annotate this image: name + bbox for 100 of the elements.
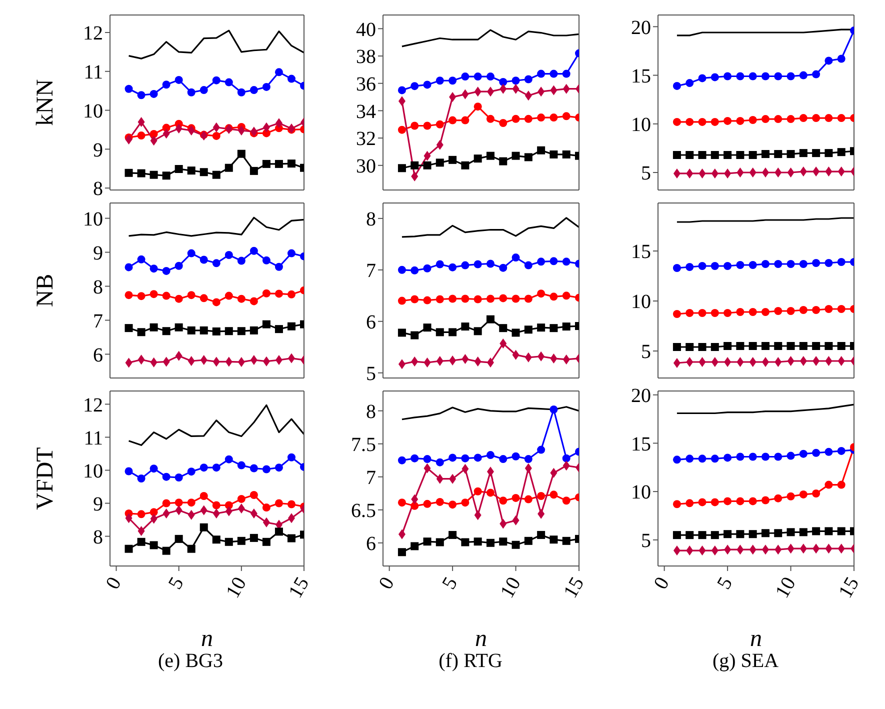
- point: [524, 455, 532, 464]
- y-tick-label: 10: [631, 291, 651, 314]
- point: [562, 460, 570, 471]
- point: [150, 264, 158, 273]
- point: [138, 116, 145, 127]
- point: [499, 324, 508, 332]
- x-tick-label: 15: [559, 574, 589, 602]
- point: [838, 166, 845, 177]
- point: [786, 528, 795, 536]
- point: [461, 116, 470, 124]
- point: [250, 354, 258, 365]
- x-tick-label: 10: [496, 574, 526, 602]
- point: [188, 510, 195, 520]
- point: [762, 168, 769, 178]
- point: [562, 454, 570, 462]
- point: [562, 354, 570, 364]
- point: [423, 500, 432, 508]
- text: (f) RTG: [438, 650, 502, 673]
- point: [274, 160, 283, 168]
- point: [774, 260, 782, 268]
- point: [250, 326, 258, 334]
- point: [162, 546, 170, 555]
- point: [174, 498, 183, 507]
- point: [410, 122, 419, 130]
- point: [761, 150, 770, 158]
- point: [461, 72, 470, 81]
- point: [812, 544, 820, 554]
- point: [799, 342, 808, 350]
- y-tick-label: 10: [83, 460, 103, 482]
- point: [774, 150, 782, 158]
- point: [423, 455, 432, 464]
- point: [499, 496, 508, 505]
- point: [524, 90, 532, 101]
- point: [448, 454, 457, 462]
- point: [736, 261, 744, 269]
- y-tick-label: 8: [366, 400, 376, 423]
- point: [436, 356, 444, 366]
- point: [812, 342, 820, 350]
- point: [550, 150, 558, 158]
- point: [761, 115, 770, 124]
- point: [698, 343, 706, 351]
- point: [748, 151, 757, 159]
- point: [448, 294, 457, 303]
- point: [824, 342, 833, 350]
- point: [710, 454, 719, 463]
- point: [710, 309, 719, 317]
- point: [448, 76, 457, 85]
- point: [138, 526, 145, 536]
- point: [474, 356, 482, 367]
- point: [812, 259, 820, 267]
- point: [162, 266, 170, 275]
- point: [524, 294, 532, 303]
- point: [799, 114, 808, 122]
- point: [698, 151, 706, 159]
- point: [774, 357, 782, 367]
- point: [398, 548, 406, 556]
- point: [461, 294, 470, 303]
- point: [799, 450, 808, 458]
- point: [262, 538, 270, 546]
- point: [424, 150, 431, 161]
- point: [698, 168, 706, 178]
- point: [786, 72, 795, 80]
- y-tick-label: 11: [84, 427, 103, 450]
- point: [448, 500, 457, 509]
- point: [436, 120, 444, 128]
- x-tick-label: 5: [438, 574, 462, 594]
- point: [250, 464, 258, 472]
- point: [562, 112, 570, 120]
- point: [125, 134, 132, 144]
- point: [125, 358, 132, 368]
- point: [262, 465, 270, 474]
- point: [724, 151, 732, 159]
- point: [537, 290, 546, 298]
- line-series: [401, 406, 579, 420]
- point: [423, 296, 432, 304]
- point: [748, 308, 757, 316]
- point: [174, 76, 183, 84]
- point: [736, 116, 744, 125]
- point: [524, 326, 532, 334]
- point: [524, 153, 532, 162]
- point: [398, 266, 406, 274]
- point: [411, 494, 418, 504]
- point: [436, 498, 444, 506]
- point: [686, 499, 694, 508]
- point: [274, 290, 283, 298]
- point: [150, 170, 158, 179]
- point: [224, 327, 233, 336]
- y-tick-label: 32: [356, 128, 376, 150]
- point: [672, 151, 681, 159]
- point: [274, 528, 283, 536]
- y-tick-label: 9: [93, 242, 103, 264]
- point: [410, 454, 419, 462]
- point: [410, 331, 419, 340]
- point: [486, 152, 494, 160]
- line-series: [128, 216, 304, 237]
- point: [824, 114, 833, 122]
- point: [410, 161, 419, 170]
- point: [162, 172, 170, 180]
- point: [237, 327, 246, 336]
- point: [524, 114, 532, 123]
